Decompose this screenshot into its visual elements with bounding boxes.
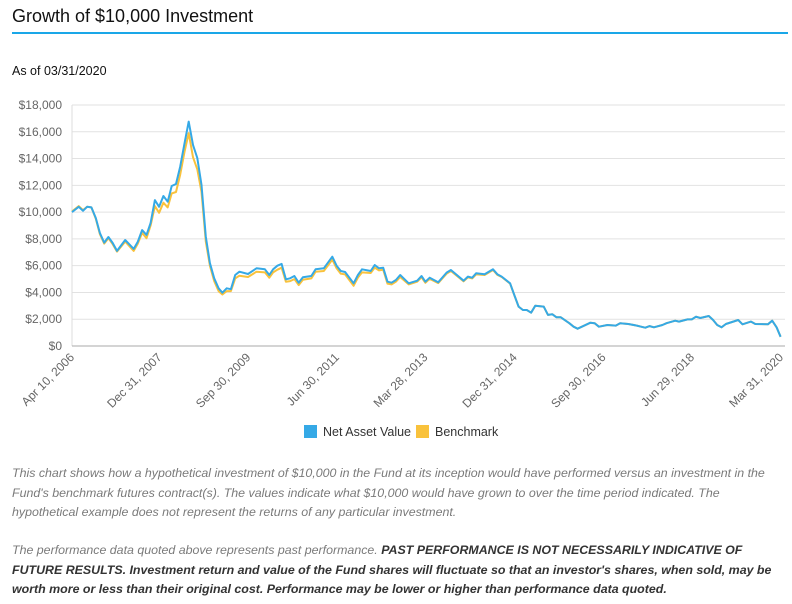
disclaimer-performance: The performance data quoted above repres…: [12, 541, 784, 600]
x-tick-label: Jun 29, 2018: [638, 350, 697, 409]
y-axis: $0 $2,000 $4,000 $6,000 $8,000 $10,000 $12,000…: [19, 98, 73, 353]
series-lines: [71, 120, 782, 338]
y-tick-label: $12,000: [19, 178, 63, 192]
x-tick-label: Mar 31, 2020: [726, 350, 786, 410]
x-tick-label: Dec 31, 2007: [104, 350, 165, 411]
y-tick-label: $0: [49, 339, 63, 353]
title-underline: [12, 32, 788, 34]
legend-swatch-nav[interactable]: [304, 425, 317, 438]
x-tick-label: Apr 10, 2006: [19, 350, 78, 409]
y-tick-label: $14,000: [19, 152, 63, 166]
x-tick-label: Jun 30, 2011: [284, 350, 343, 409]
y-tick-label: $8,000: [25, 232, 62, 246]
disclaimer-bold: PAST PERFORMANCE IS NOT NECESSARILY INDI…: [12, 543, 772, 596]
x-tick-label: Sep 30, 2009: [193, 350, 254, 411]
y-tick-label: $4,000: [25, 285, 62, 299]
disclaimer-regular: The performance data quoted above repres…: [12, 543, 382, 557]
grid-lines: [72, 104, 785, 320]
legend-swatch-benchmark[interactable]: [416, 425, 429, 438]
page-title: Growth of $10,000 Investment: [12, 6, 254, 26]
y-tick-label: $10,000: [19, 205, 63, 219]
nav-line: [71, 120, 782, 338]
legend: Net Asset Value Benchmark: [304, 425, 499, 439]
as-of-date: As of 03/31/2020: [12, 64, 107, 78]
x-tick-label: Mar 28, 2013: [371, 350, 431, 410]
y-tick-label: $16,000: [19, 125, 63, 139]
y-tick-label: $18,000: [19, 98, 63, 112]
x-tick-label: Dec 31, 2014: [459, 350, 520, 411]
y-tick-label: $6,000: [25, 259, 62, 273]
disclaimer-hypothetical: This chart shows how a hypothetical inve…: [12, 466, 765, 519]
benchmark-line: [71, 132, 782, 338]
growth-chart: $0 $2,000 $4,000 $6,000 $8,000 $10,000 $12,000…: [19, 98, 787, 439]
y-tick-label: $2,000: [25, 312, 62, 326]
x-axis: Apr 10, 2006 Dec 31, 2007 Sep 30, 2009 Jun …: [19, 345, 786, 411]
x-tick-label: Sep 30, 2016: [548, 350, 609, 411]
legend-label-benchmark[interactable]: Benchmark: [435, 425, 499, 439]
legend-label-nav[interactable]: Net Asset Value: [323, 425, 411, 439]
